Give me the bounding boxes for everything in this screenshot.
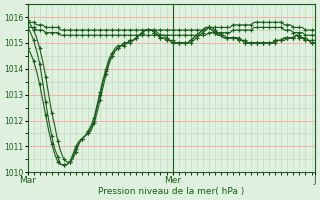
X-axis label: Pression niveau de la mer( hPa ): Pression niveau de la mer( hPa ) — [98, 187, 244, 196]
